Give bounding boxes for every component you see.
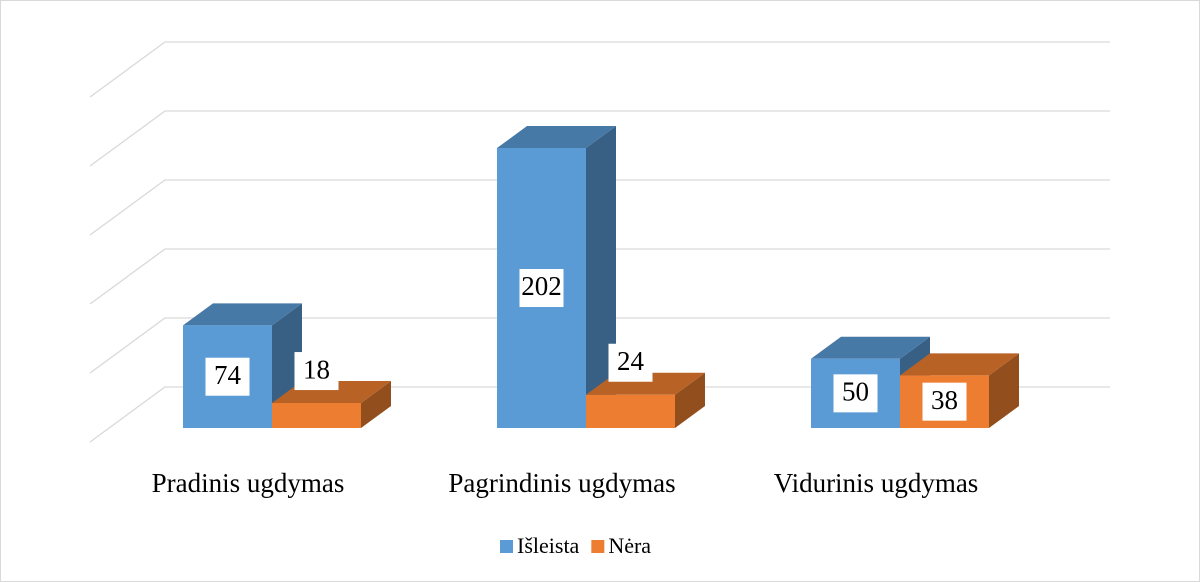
data-label-box: [922, 382, 967, 421]
bar-face: [989, 353, 1019, 428]
bar-face: [811, 336, 930, 359]
bar-face: [183, 303, 302, 326]
data-label-box: [294, 352, 339, 391]
bar-face: [497, 126, 616, 149]
data-label: 18: [303, 354, 330, 384]
grid-line: [89, 386, 1110, 443]
legend-label: Nėra: [608, 533, 651, 558]
grid-line: [89, 179, 1110, 236]
data-label: 50: [842, 377, 869, 407]
bar-face: [900, 353, 1019, 376]
grid-line: [89, 41, 1110, 98]
grid-line: [89, 317, 1110, 374]
bar: [586, 372, 705, 428]
grid-line: [89, 248, 1110, 305]
data-label: 74: [214, 360, 242, 390]
x-tick-label: Pradinis ugdymas: [152, 468, 345, 498]
x-tick-label: Pagrindinis ugdymas: [448, 468, 675, 498]
legend-swatch: [500, 540, 513, 553]
data-label: 202: [521, 271, 562, 301]
data-label-box: [205, 357, 250, 396]
data-label-box: [608, 343, 653, 382]
bar-face: [675, 372, 705, 428]
legend-label: Išleista: [517, 533, 580, 558]
x-tick-label: Vidurinis ugdymas: [774, 468, 979, 498]
legend-swatch: [591, 540, 605, 553]
grid-line: [89, 110, 1110, 167]
bar-face: [272, 403, 361, 428]
bar-face: [361, 381, 391, 428]
data-label-box: [833, 374, 878, 413]
data-label: 38: [931, 385, 958, 415]
data-label: 24: [617, 346, 645, 376]
data-label-box: [519, 269, 564, 308]
bar-face: [586, 394, 675, 428]
